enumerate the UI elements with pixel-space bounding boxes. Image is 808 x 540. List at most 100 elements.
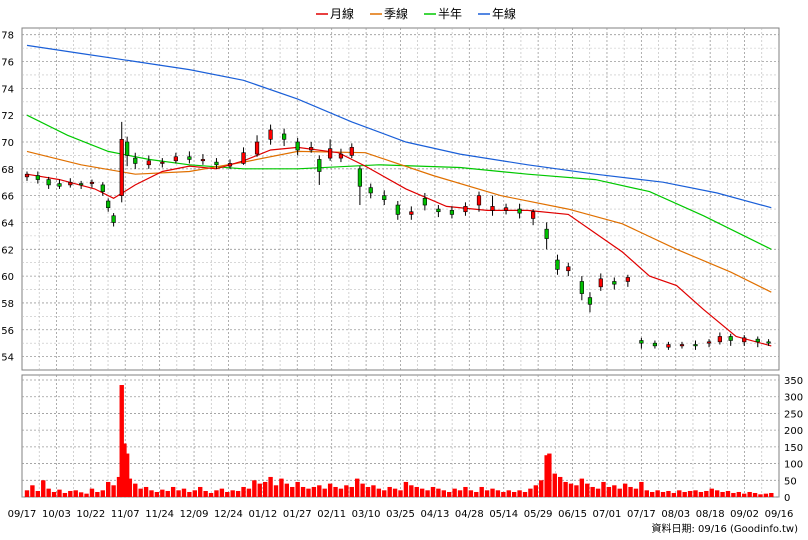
volume-bar (633, 488, 639, 497)
candle-body (241, 152, 246, 164)
x-tick-label: 10/22 (76, 509, 105, 520)
candle-body (125, 141, 130, 156)
volume-bar (154, 491, 160, 497)
price-tick-label: 70 (1, 138, 14, 149)
candle-body (625, 277, 630, 282)
candle-body (24, 173, 30, 178)
volume-tick-label: 350 (784, 376, 803, 387)
x-tick-label: 11/07 (111, 509, 140, 520)
volume-bar (127, 478, 133, 497)
candle-body (639, 340, 644, 344)
candle-body (133, 157, 138, 164)
volume-bar (235, 490, 241, 497)
x-tick-label: 08/18 (696, 509, 725, 520)
volume-bar (122, 443, 127, 497)
volume-bar (430, 486, 436, 497)
candle-body (227, 163, 233, 167)
candle-body (214, 161, 219, 166)
volume-bar (170, 486, 176, 497)
volume-bar (322, 488, 327, 497)
price-tick-label: 58 (1, 299, 14, 310)
volume-bar (306, 488, 311, 497)
price-tick-label: 76 (1, 58, 14, 69)
volume-bar (601, 481, 606, 497)
legend-label: 季線 (384, 6, 408, 21)
candle-body (309, 147, 314, 151)
x-tick-label: 02/11 (317, 509, 346, 520)
candle-body (693, 344, 698, 347)
price-tick-label: 68 (1, 165, 14, 176)
volume-bar (436, 488, 441, 497)
volume-bar (517, 490, 522, 497)
volume-bar (268, 476, 273, 497)
volume-bar (30, 485, 35, 497)
candle-body (706, 341, 712, 344)
candle-body (282, 133, 287, 140)
candle-body (409, 211, 414, 215)
legend: 月線 季線 半年 年線 (316, 6, 516, 21)
x-tick-label: 06/15 (558, 509, 587, 520)
volume-bar (419, 488, 425, 497)
candle-body (357, 168, 363, 187)
x-tick-label: 04/28 (455, 509, 484, 520)
candle-body (449, 210, 455, 215)
volume-bar (355, 478, 360, 497)
candle-body (566, 266, 571, 272)
volume-bar (725, 490, 731, 497)
x-axis: 09/17 10/03 10/22 11/07 11/24 12/09 12/24 01/12… (8, 509, 794, 520)
x-tick-label: 01/27 (283, 509, 312, 520)
volume-bar (568, 483, 574, 497)
volume-bar (747, 491, 752, 497)
volume-bar (257, 483, 262, 497)
candle-body (200, 159, 206, 162)
volume-bar (116, 476, 122, 497)
volume-bar (763, 493, 769, 497)
candle-body (531, 211, 536, 219)
x-tick-label: 08/03 (661, 509, 690, 520)
x-tick-label: 03/10 (352, 509, 381, 520)
half-year-line (26, 114, 772, 250)
volume-bar (474, 491, 479, 497)
volume-bar (219, 488, 225, 497)
candle-body (111, 215, 116, 223)
candle-body (119, 139, 124, 196)
candle-body (679, 344, 685, 347)
volume-bar (403, 481, 409, 497)
candle-body (544, 228, 549, 239)
volume-bar (317, 485, 322, 497)
volume-bar (290, 486, 295, 497)
volume-bar (100, 490, 105, 497)
price-tick-label: 72 (1, 111, 14, 122)
price-tick-label: 56 (1, 326, 14, 337)
candle-body (598, 278, 603, 288)
volume-bar (95, 491, 100, 497)
volume-bar (246, 488, 252, 497)
volume-bar (590, 486, 595, 497)
x-tick-label: 09/16 (765, 509, 794, 520)
volume-bar (41, 480, 46, 497)
candle-body (146, 160, 151, 166)
candle-body (100, 184, 105, 192)
volume-bar (660, 491, 666, 497)
volume-bar (742, 493, 747, 497)
volume-bar (709, 488, 714, 497)
volume-bar (119, 385, 124, 497)
volume-bar (758, 494, 763, 497)
volume-bar (165, 490, 170, 497)
volume-bar (666, 490, 671, 497)
candle-body (755, 338, 760, 343)
legend-label: 年線 (492, 6, 516, 21)
candle-body (368, 187, 373, 194)
candle-body (422, 198, 427, 206)
volume-bar (585, 483, 590, 497)
year-line (26, 44, 772, 209)
volume-bar (225, 491, 230, 497)
volume-bar (557, 476, 563, 497)
volume-bar (425, 490, 430, 497)
volume-bar (552, 473, 557, 497)
price-tick-label: 64 (1, 218, 14, 229)
volume-bar (457, 490, 463, 497)
volume-bar (731, 492, 736, 497)
volume-bar (414, 486, 419, 497)
volume-bar (606, 486, 612, 497)
